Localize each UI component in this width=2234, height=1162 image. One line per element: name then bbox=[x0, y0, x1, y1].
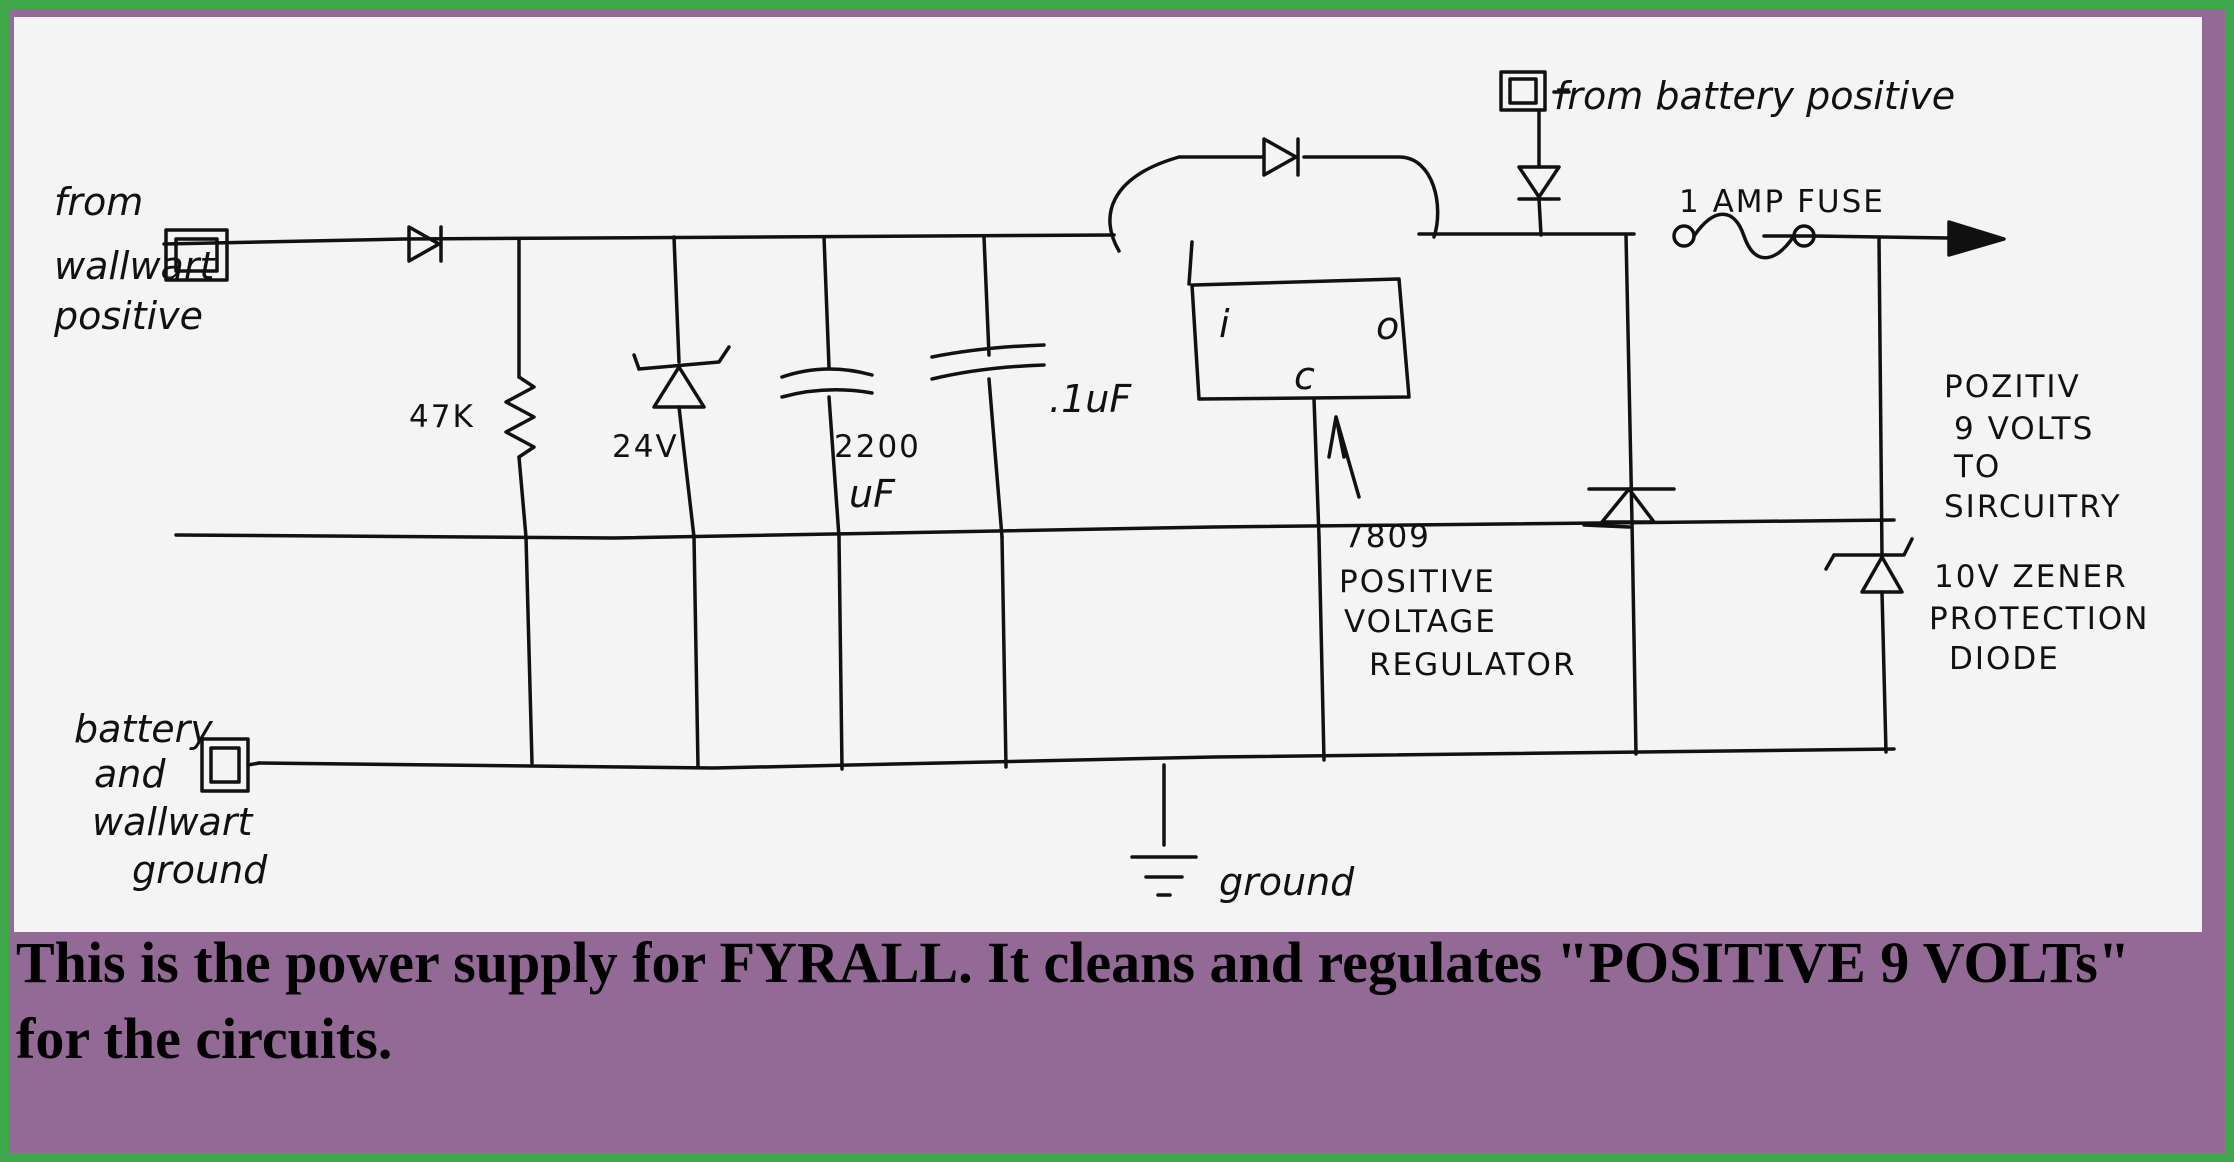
fuse bbox=[1672, 212, 1816, 260]
power-supply-schematic: from wallwart positive 47K 24V 2200 uF bbox=[53, 70, 2149, 904]
ground-label-line2: and bbox=[94, 752, 166, 796]
ground-symbol-label: ground bbox=[1219, 860, 1355, 904]
resistor-label: 47K bbox=[409, 399, 475, 435]
ground-input-terminal bbox=[200, 737, 261, 793]
cap-large-value: 2200 bbox=[834, 429, 921, 465]
schematic-panel: from wallwart positive 47K 24V 2200 uF bbox=[14, 17, 2202, 932]
capacitor-2200uf-label: 2200 uF bbox=[834, 429, 921, 516]
output-line2: 9 VOLTS bbox=[1954, 411, 2094, 447]
ground-symbol bbox=[1130, 763, 1198, 897]
regulator-part-number: 7809 bbox=[1344, 519, 1431, 555]
capacitor-2200uf bbox=[780, 235, 874, 539]
regulator-7809 bbox=[1187, 240, 1411, 539]
output-line4: SIRCUITRY bbox=[1944, 489, 2122, 525]
output-line1: POZITIV bbox=[1944, 369, 2081, 405]
zener-protection-line2: PROTECTION bbox=[1929, 601, 2149, 637]
battery-diode bbox=[1517, 108, 1561, 237]
wallwart-label-line3: positive bbox=[53, 294, 203, 338]
zener-10v bbox=[1824, 236, 1914, 754]
ground-label-line4: ground bbox=[132, 848, 268, 892]
cap-small-label: .1uF bbox=[1049, 377, 1132, 421]
bypass-diode-wire bbox=[1108, 155, 1440, 253]
output-arrow bbox=[1947, 220, 2006, 257]
cap-large-unit: uF bbox=[849, 472, 896, 516]
ground-rail-wire bbox=[174, 518, 1896, 540]
regulator-pin-common: c bbox=[1294, 354, 1315, 398]
output-line3: TO bbox=[1953, 449, 2001, 485]
regulator-desc-line2: POSITIVE bbox=[1339, 564, 1496, 600]
wallwart-input-terminal bbox=[164, 228, 229, 282]
zener-protection-line1: 10V ZENER bbox=[1934, 559, 2128, 595]
zener-input-label: 24V bbox=[612, 429, 679, 465]
ground-label-line1: battery bbox=[74, 707, 213, 751]
ground-label-line3: wallwart bbox=[92, 800, 254, 844]
battery-positive-terminal bbox=[1499, 70, 1571, 112]
capacitor-01uf bbox=[930, 235, 1046, 539]
fuse-label: 1 AMP FUSE bbox=[1679, 184, 1885, 220]
bypass-diode bbox=[1262, 137, 1300, 177]
regulator-desc-line4: REGULATOR bbox=[1369, 647, 1577, 683]
wallwart-input-label: from wallwart positive bbox=[53, 180, 216, 338]
zener-24v bbox=[632, 235, 731, 539]
input-diode bbox=[407, 225, 443, 263]
regulator-desc-line3: VOLTAGE bbox=[1344, 604, 1497, 640]
zener-protection-line3: DIODE bbox=[1949, 641, 2060, 677]
resistor-47k bbox=[504, 237, 536, 539]
caption: This is the power supply for FYRALL. It … bbox=[16, 930, 2131, 1071]
zener-protection-label: 10V ZENER PROTECTION DIODE bbox=[1929, 559, 2149, 677]
regulator-pin-in: i bbox=[1219, 302, 1230, 346]
output-label: POZITIV 9 VOLTS TO SIRCUITRY bbox=[1944, 369, 2122, 525]
ground-rail-lower bbox=[257, 520, 1896, 771]
wallwart-label-line2: wallwart bbox=[54, 244, 216, 288]
battery-positive-label: from battery positive bbox=[1554, 74, 1955, 118]
wallwart-label-line1: from bbox=[54, 180, 143, 224]
reverse-protection-diode bbox=[1582, 233, 1676, 529]
regulator-description: 7809 POSITIVE VOLTAGE REGULATOR bbox=[1339, 519, 1577, 683]
ground-input-label: battery and wallwart ground bbox=[74, 707, 268, 892]
regulator-pin-out: o bbox=[1376, 304, 1399, 348]
